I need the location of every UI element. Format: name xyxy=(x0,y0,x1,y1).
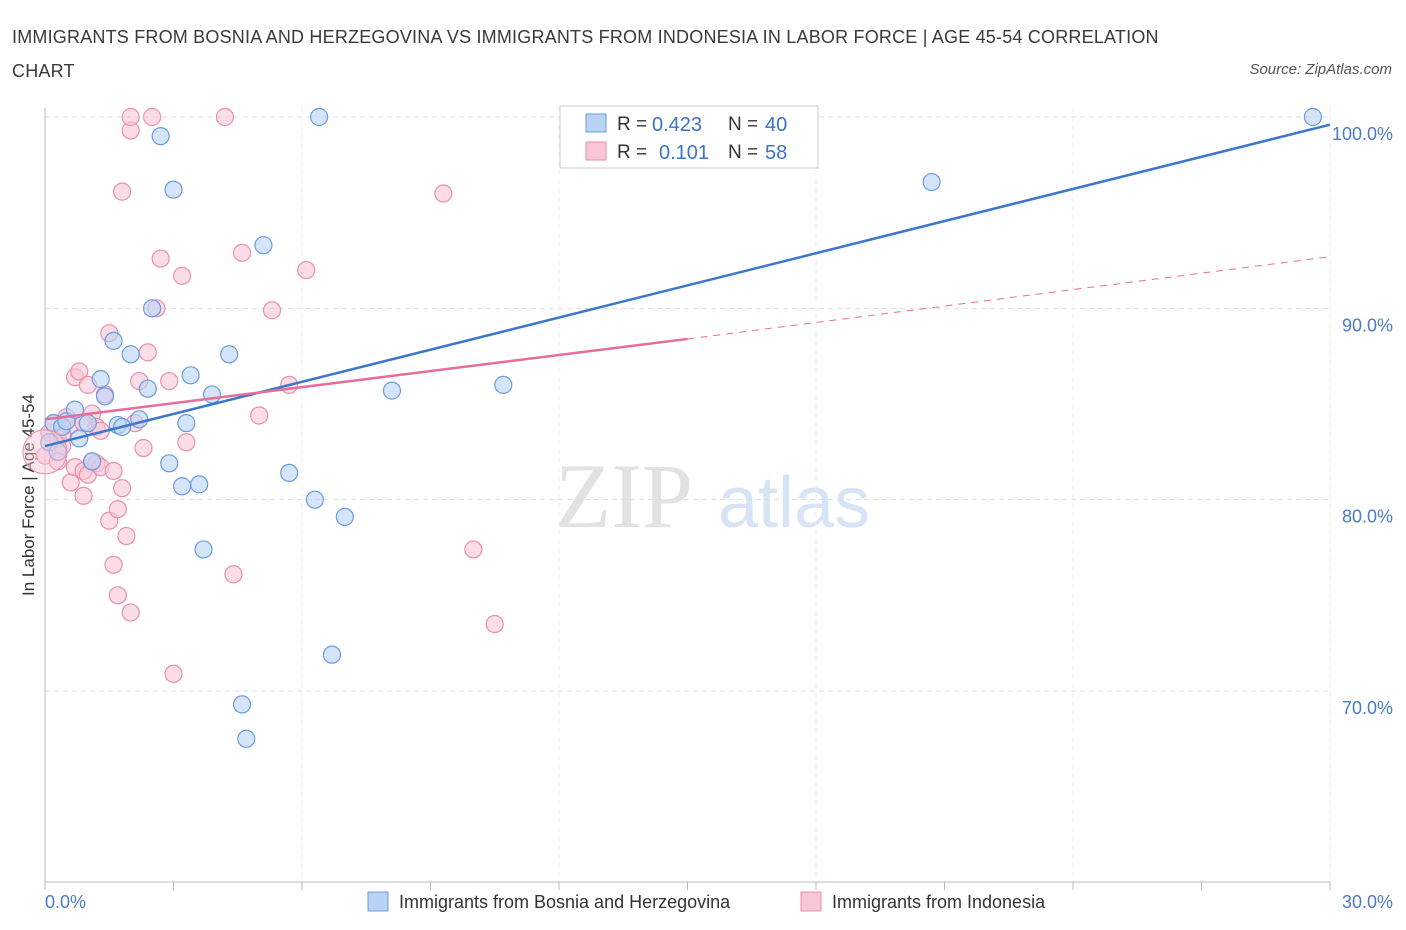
point-indonesia-36 xyxy=(138,343,157,362)
series-legend-label-bosnia: Immigrants from Bosnia and Herzegovina xyxy=(399,892,731,912)
point-bosnia-20 xyxy=(164,180,183,199)
y-tick-label-70: 70.0% xyxy=(1342,698,1393,718)
trendline-bosnia-solid xyxy=(44,123,1331,448)
point-indonesia-25 xyxy=(108,586,127,605)
legend-swatch-bosnia xyxy=(585,113,607,133)
y-tick-labels: 70.0% 80.0% 90.0% 100.0% xyxy=(1332,124,1393,718)
point-bosnia-28 xyxy=(232,695,252,714)
point-indonesia-52 xyxy=(464,540,483,559)
point-bosnia-34 xyxy=(322,645,342,664)
point-bosnia-9 xyxy=(91,370,110,389)
point-indonesia-32 xyxy=(121,107,140,127)
series-legend-swatch-indonesia xyxy=(800,891,822,912)
point-indonesia-48 xyxy=(262,301,282,320)
point-bosnia-16 xyxy=(138,379,157,398)
point-bosnia-31 xyxy=(280,463,299,482)
point-bosnia-29 xyxy=(237,729,256,748)
point-cluster-indonesia xyxy=(22,429,68,475)
point-indonesia-50 xyxy=(297,260,316,280)
point-indonesia-42 xyxy=(172,266,192,285)
legend-n-value-indonesia: 58 xyxy=(765,142,787,164)
point-indonesia-47 xyxy=(250,406,269,425)
point-bosnia-38 xyxy=(922,172,941,192)
y-tick-label-100: 100.0% xyxy=(1332,124,1393,144)
trendlines xyxy=(44,123,1331,448)
point-bosnia-37 xyxy=(494,375,513,394)
point-bosnia-18 xyxy=(151,127,170,146)
legend-swatch-indonesia xyxy=(585,141,607,161)
chart-title: IMMIGRANTS FROM BOSNIA AND HERZEGOVINA V… xyxy=(12,27,1159,81)
legend-n-label-bosnia: N = xyxy=(728,114,758,135)
point-bosnia-11 xyxy=(104,331,123,350)
point-bosnia-27 xyxy=(220,345,239,364)
point-indonesia-27 xyxy=(112,479,132,498)
x-axis-ticks xyxy=(44,882,1331,890)
point-indonesia-24 xyxy=(104,461,123,481)
point-indonesia-41 xyxy=(164,664,183,683)
watermark-atlas: atlas xyxy=(718,463,870,543)
point-indonesia-23 xyxy=(104,555,123,574)
trendline-indonesia-solid xyxy=(44,337,688,421)
legend-r-label-indonesia: R = xyxy=(617,142,647,163)
y-axis-title: In Labor Force | Age 45-54 xyxy=(19,394,38,596)
series-legend-swatch-bosnia xyxy=(367,891,389,912)
legend-r-label-bosnia: R = xyxy=(617,114,647,135)
data-points xyxy=(22,107,1322,748)
point-bosnia-24 xyxy=(190,475,209,494)
point-indonesia-28 xyxy=(112,182,132,201)
x-tick-label-min: 0.0% xyxy=(45,892,86,912)
point-bosnia-7 xyxy=(78,414,97,433)
point-indonesia-39 xyxy=(151,249,170,268)
point-bosnia-21 xyxy=(172,477,192,496)
series-legend-label-indonesia: Immigrants from Indonesia xyxy=(832,892,1046,912)
point-indonesia-30 xyxy=(121,603,140,622)
legend-n-value-bosnia: 40 xyxy=(765,114,787,136)
point-indonesia-44 xyxy=(215,107,234,127)
point-bosnia-19 xyxy=(160,454,179,473)
trendline-indonesia-dashed xyxy=(687,256,1331,340)
point-indonesia-51 xyxy=(434,184,453,203)
series-legend: Immigrants from Bosnia and Herzegovina I… xyxy=(367,891,1046,912)
legend-r-value-indonesia: 0.101 xyxy=(659,142,709,164)
point-bosnia-30 xyxy=(254,236,273,255)
watermark-zip: ZIP xyxy=(555,445,693,547)
point-indonesia-40 xyxy=(160,371,179,391)
source-credit: Source: ZipAtlas.com xyxy=(1249,61,1392,78)
y-tick-label-80: 80.0% xyxy=(1342,507,1393,527)
point-bosnia-23 xyxy=(181,366,200,385)
point-indonesia-45 xyxy=(224,565,243,584)
point-indonesia-10 xyxy=(70,362,89,381)
point-indonesia-26 xyxy=(108,500,127,519)
point-bosnia-10 xyxy=(95,387,115,406)
x-tick-label-max: 30.0% xyxy=(1342,892,1393,912)
point-bosnia-8 xyxy=(83,452,102,471)
point-bosnia-33 xyxy=(310,107,329,127)
point-indonesia-43 xyxy=(177,433,196,452)
point-bosnia-39 xyxy=(1303,107,1322,127)
point-bosnia-17 xyxy=(142,299,162,318)
point-indonesia-35 xyxy=(134,438,153,458)
point-indonesia-46 xyxy=(232,243,252,262)
point-bosnia-22 xyxy=(177,414,196,433)
point-bosnia-14 xyxy=(121,345,140,364)
legend-n-label-indonesia: N = xyxy=(728,142,758,163)
y-tick-label-90: 90.0% xyxy=(1342,315,1393,335)
point-indonesia-37 xyxy=(142,107,162,127)
point-bosnia-25 xyxy=(194,540,213,559)
point-indonesia-12 xyxy=(74,486,93,505)
point-bosnia-32 xyxy=(305,490,324,509)
correlation-legend: R = 0.423 N = 40 R = 0.101 N = 58 xyxy=(559,105,819,169)
legend-r-value-bosnia: 0.423 xyxy=(652,114,702,136)
point-bosnia-35 xyxy=(335,507,354,526)
point-bosnia-36 xyxy=(382,381,402,400)
point-indonesia-53 xyxy=(485,614,504,634)
point-indonesia-29 xyxy=(117,526,136,546)
